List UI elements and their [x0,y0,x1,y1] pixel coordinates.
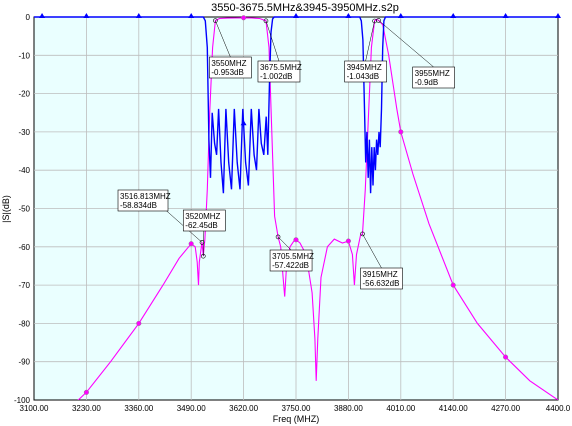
x-tick-label: 3230.00 [72,404,101,413]
callout-point [275,234,281,240]
callout-point [199,240,205,245]
callout-db: -0.953dB [211,68,243,77]
series-line-1 [77,17,558,400]
callout-point [360,231,365,237]
y-tick-label: -100 [14,396,31,405]
callout-point [213,18,218,23]
chart-title: 3550-3675.5MHz&3945-3950MHz.s2p [211,2,399,14]
x-tick-label: 4140.00 [439,404,468,413]
x-tick-label: 3620.00 [229,404,258,413]
series-2-marker [345,13,352,18]
series-1-marker [136,320,142,326]
callout-leader [215,20,231,58]
y-tick-label: -30 [18,128,30,137]
x-tick-label: 3490.00 [177,404,206,413]
series-2-marker [188,13,195,18]
y-tick-label: -10 [18,51,30,60]
y-tick-label: -50 [18,205,30,214]
callout-db: -58.834dB [120,201,157,210]
callout-box [344,60,387,83]
series-2-marker [293,13,299,18]
y-tick-label: -20 [18,90,30,99]
marker-layer [39,13,561,395]
series-1-marker [83,389,89,395]
series-2-marker [135,13,142,18]
callout-db: -57.422dB [272,261,309,270]
callout-leader [265,20,280,62]
y-tick-label: -40 [18,166,30,175]
callout-box [269,249,313,272]
callout-freq: 3705.5MHZ [272,252,314,261]
series-1-marker [293,237,299,243]
callout-box [257,60,301,83]
y-tick-label: -80 [18,319,30,328]
y-tick-label: 0 [26,13,31,22]
callout-box [117,189,169,212]
callout-point [200,253,206,259]
series-2-marker [83,13,90,18]
series-layer [34,16,558,400]
series-2-marker [502,13,509,18]
callout-db: -56.632dB [363,279,400,288]
y-tick-label: -60 [18,243,30,252]
y-tick-label: -70 [18,281,30,290]
series-line-2 [34,16,558,194]
callout-freq: 3915MHZ [363,270,398,279]
callout-freq: 3675.5MHZ [260,63,302,72]
x-tick-label: 4400.0 [546,404,571,413]
x-tick-label: 3750.00 [282,404,311,413]
callout-leader [362,233,382,269]
callout-box [412,66,455,89]
tick-labels: 3100.00 3230.00 3360.00 3490.00 3620.00 3750.… [14,13,571,413]
callout-box [182,209,226,232]
series-2-marker [450,13,457,18]
callout-freq: 3945MHZ [347,63,382,72]
x-tick-label: 3100.00 [20,404,49,413]
callout-leader [365,20,375,62]
callout-box [209,56,252,79]
callout-freq: 3955MHZ [415,69,450,78]
x-tick-label: 4010.00 [386,404,415,413]
x-tick-label: 4270.00 [491,404,520,413]
series-1-marker [241,15,247,21]
callout-freq: 3550MHZ [211,59,246,68]
callout-db: -1.002dB [260,72,292,81]
series-2-marker [397,13,404,18]
callout-freq: 3516.813MHZ [120,192,171,201]
callout-db: -0.9dB [415,78,439,87]
series-1-marker [503,354,509,360]
callout-box [360,267,403,290]
series-1-marker [188,241,194,247]
y-tick-label: -90 [18,358,30,367]
callout-point [263,18,269,24]
x-axis-label: Freq (MHZ) [273,414,320,424]
x-tick-label: 3360.00 [124,404,153,413]
callout-leader [277,236,292,251]
series-2-marker [39,13,46,18]
callout-leader [378,20,434,68]
y-axis-label: |S|(dB) [1,195,11,223]
callout-point [376,18,381,23]
callout-db: -62.45dB [185,221,217,230]
series-2-marker [555,13,561,18]
series-2-marker [240,120,247,126]
series-1-marker [450,282,456,288]
callout-freq: 3520MHZ [185,212,220,221]
series-1-marker [345,238,351,244]
marker-callouts: 3550MHZ-0.953dB3675.5MHZ-1.002dB3945MHZ-… [117,18,455,290]
x-tick-label: 3880.00 [334,404,363,413]
series-1-marker [398,129,404,135]
callout-db: -1.043dB [347,72,379,81]
